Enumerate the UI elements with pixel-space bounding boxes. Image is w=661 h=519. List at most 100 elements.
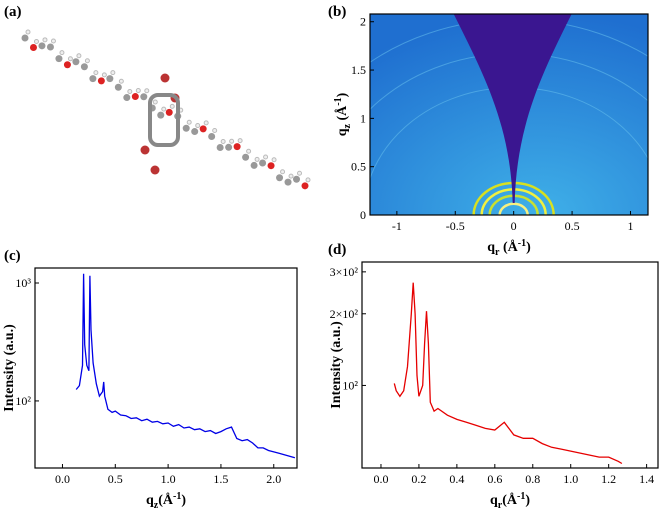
atom	[67, 56, 73, 62]
panel-label: (b)	[328, 4, 346, 20]
atom	[191, 128, 199, 136]
axis-title-part: -1	[518, 238, 526, 249]
atom	[250, 161, 258, 169]
atom	[297, 170, 303, 176]
atom	[152, 99, 158, 105]
atom	[169, 103, 175, 109]
x-tick-label: 0.2	[411, 472, 426, 486]
atom	[271, 157, 277, 163]
atom	[220, 138, 226, 144]
atom	[216, 143, 224, 151]
y-tick-label: 1	[360, 111, 366, 125]
x-axis-title: qr (Å-1)	[487, 238, 531, 258]
axis-title-part: z	[154, 500, 159, 511]
x-tick-label: 2.0	[266, 472, 281, 486]
axis-title-part: -1	[517, 491, 525, 502]
y-tick-label: 0.5	[351, 160, 366, 174]
plot-frame	[361, 261, 659, 469]
y-tick-label: 10²	[342, 378, 358, 392]
atom	[208, 133, 216, 141]
y-tick-label: 0	[360, 208, 366, 222]
atom	[127, 89, 133, 95]
atom	[42, 37, 48, 43]
x-tick-label: 0.0	[373, 472, 388, 486]
y-axis-title: Intensity (a.u.)	[2, 324, 17, 412]
x-tick-label: 0.6	[487, 472, 502, 486]
atom	[259, 159, 267, 167]
atom	[80, 63, 88, 71]
panel-label: (c)	[4, 248, 21, 264]
ring	[498, 202, 529, 215]
atom	[25, 29, 31, 35]
atom	[199, 125, 207, 133]
x-axis-title: qz(Å-1)	[146, 491, 186, 511]
atom	[254, 156, 260, 162]
atom	[140, 145, 150, 155]
y-tick-label: 2×10²	[330, 307, 359, 321]
y-tick-label: 10²	[15, 394, 31, 408]
atom	[72, 58, 80, 66]
x-tick-label: -0.5	[446, 219, 465, 233]
axis-title-part: r	[498, 500, 503, 511]
y-tick-label: 1.5	[351, 63, 366, 77]
atom	[157, 111, 165, 119]
x-tick-label: 0.4	[449, 472, 464, 486]
x-tick-label: 1	[627, 219, 633, 233]
axis-title-part: )	[525, 493, 530, 508]
y-tick-label: 10³	[15, 276, 31, 290]
atom	[305, 177, 311, 183]
axis-title-part: q	[487, 240, 495, 255]
atom	[140, 93, 148, 101]
atom	[123, 94, 131, 102]
x-tick-label: 0.5	[108, 472, 123, 486]
atom	[135, 88, 141, 94]
x-tick-label: 1.0	[161, 472, 176, 486]
axis-title-part: )	[335, 92, 350, 97]
atom	[63, 61, 71, 69]
atom	[186, 119, 192, 125]
atom	[195, 123, 201, 129]
atom	[101, 72, 107, 78]
atom	[267, 162, 275, 170]
atom	[59, 50, 65, 56]
atom	[76, 53, 82, 59]
atom	[242, 153, 250, 161]
x-tick-label: 1.0	[563, 472, 578, 486]
x-tick-label: 1.5	[213, 472, 228, 486]
atom	[29, 44, 37, 52]
atom	[118, 78, 124, 84]
plot-frame	[34, 267, 298, 469]
data-line	[393, 282, 623, 465]
molecule-image	[21, 29, 311, 190]
axis-title-part: (Å	[499, 239, 518, 255]
atom	[293, 175, 301, 183]
y-axis-title: Intensity (a.u.)	[329, 321, 344, 409]
x-tick-label: -1	[392, 219, 402, 233]
x-tick-label: 0	[511, 219, 517, 233]
plot-frame	[369, 13, 649, 216]
atom	[55, 55, 63, 63]
atom	[160, 73, 170, 83]
x-tick-label: 1.2	[601, 472, 616, 486]
atom	[165, 108, 173, 116]
heatmap-image	[370, 14, 648, 215]
axis-title-part: q	[335, 128, 350, 136]
x-tick-label: 1.4	[639, 472, 654, 486]
atom	[46, 43, 54, 51]
atom	[106, 75, 114, 83]
atom	[288, 173, 294, 179]
axis-title-part: )	[526, 240, 531, 255]
missing-wedge	[453, 14, 572, 203]
axis-title-part: (Å	[502, 492, 518, 508]
axis-title-part: -1	[333, 97, 344, 105]
axis-title-part: )	[181, 493, 186, 508]
atom	[110, 70, 116, 76]
atom	[161, 106, 167, 112]
atom	[212, 128, 218, 134]
atom	[233, 143, 241, 151]
core	[148, 93, 180, 147]
atom	[144, 88, 150, 94]
atom	[280, 169, 286, 175]
x-tick-label: 0.5	[565, 219, 580, 233]
